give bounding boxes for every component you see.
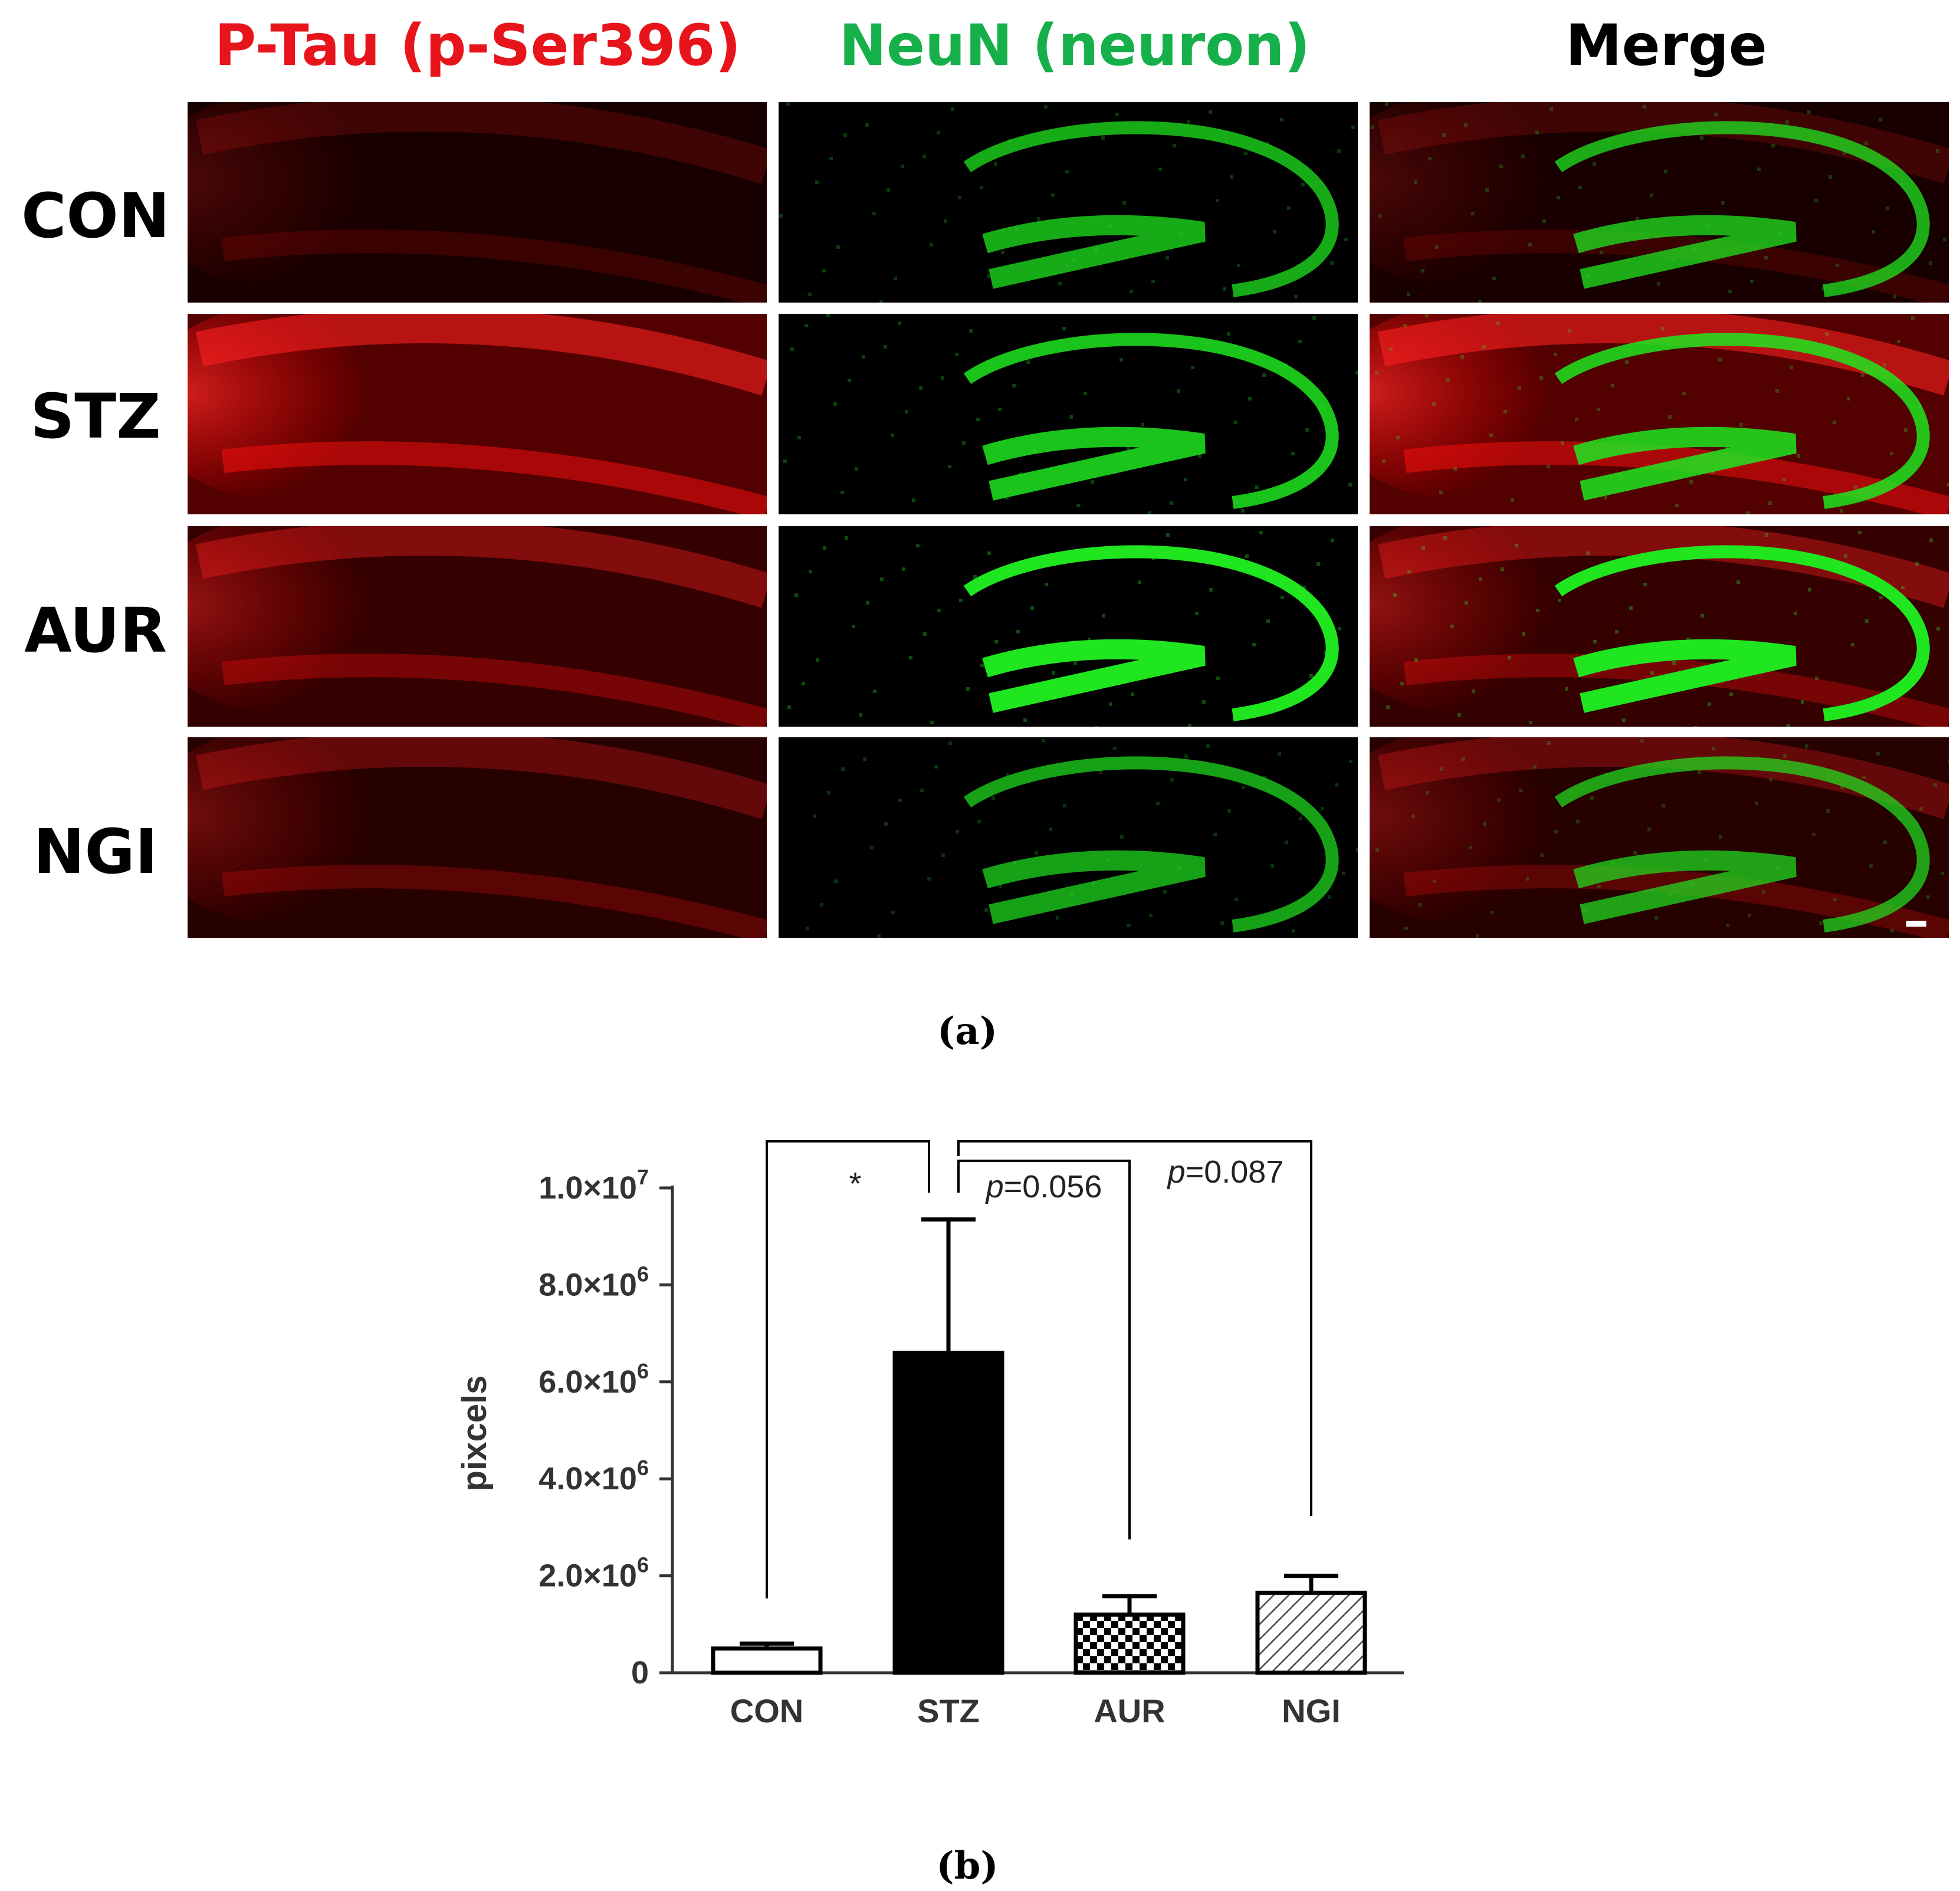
row-label-aur: AUR: [24, 595, 167, 667]
column-title-merge: Merge: [1565, 12, 1767, 78]
annotation-p-value: p=0.087: [1167, 1154, 1284, 1190]
micrograph-grid: [188, 102, 1949, 938]
micrograph-stz-merge: [1370, 314, 1949, 514]
micrograph-con-neun: [779, 102, 1358, 303]
micrograph-ngi-neun: [779, 737, 1358, 938]
annotation-p-value: p=0.056: [985, 1169, 1102, 1204]
x-tick-label-aur: AUR: [1094, 1692, 1165, 1729]
column-title-ptau: P-Tau (p-Ser396): [215, 12, 741, 78]
micrograph-aur-neun: [779, 526, 1358, 727]
micrograph-stz-ptau: [188, 314, 767, 514]
micrograph-ngi-merge: [1370, 737, 1949, 938]
bracket-con-stz: [766, 1140, 930, 1598]
y-tick-label: 6.0×106: [539, 1359, 649, 1400]
x-tick-label-con: CON: [730, 1692, 803, 1729]
row-label-stz: STZ: [30, 380, 160, 452]
y-tick-label: 4.0×106: [539, 1456, 649, 1496]
bar-con: [711, 1646, 823, 1675]
caption-a: (a): [937, 1009, 997, 1053]
micrograph-con-ptau: [188, 102, 767, 303]
row-label-ngi: NGI: [33, 816, 157, 888]
y-axis-label: pixcels: [455, 1375, 494, 1492]
row-label-con: CON: [21, 180, 170, 252]
bar-chart: 0 2.0×106 4.0×106 6.0×106 8.0×106 1.0×107 pixc…: [455, 1140, 1404, 1729]
bracket-stz-ngi: [957, 1140, 1312, 1516]
bracket-stz-aur: [957, 1160, 1131, 1539]
bar-stz: [892, 1350, 1004, 1675]
y-tick-label: 1.0×107: [539, 1165, 649, 1206]
column-title-neun: NeuN (neuron): [839, 12, 1311, 78]
micrograph-ngi-ptau: [188, 737, 767, 938]
y-tick-label: 8.0×106: [539, 1262, 649, 1302]
significance-brackets: * p=0.056 p=0.087: [766, 1140, 1312, 1598]
micrograph-stz-neun: [779, 314, 1358, 514]
y-tick-label: 0: [631, 1655, 649, 1690]
annotation-significance: *: [849, 1166, 861, 1201]
bar-aur: [1073, 1612, 1186, 1675]
micrograph-aur-merge: [1370, 526, 1949, 727]
y-tick-label: 2.0×106: [539, 1553, 649, 1594]
micrograph-con-merge: [1370, 102, 1949, 303]
micrograph-aur-ptau: [188, 526, 767, 727]
scale-bar: [1906, 921, 1926, 927]
x-tick-label-ngi: NGI: [1282, 1692, 1341, 1729]
caption-b: (b): [936, 1844, 998, 1888]
x-tick-label-stz: STZ: [917, 1692, 980, 1729]
bar-ngi: [1255, 1590, 1367, 1675]
